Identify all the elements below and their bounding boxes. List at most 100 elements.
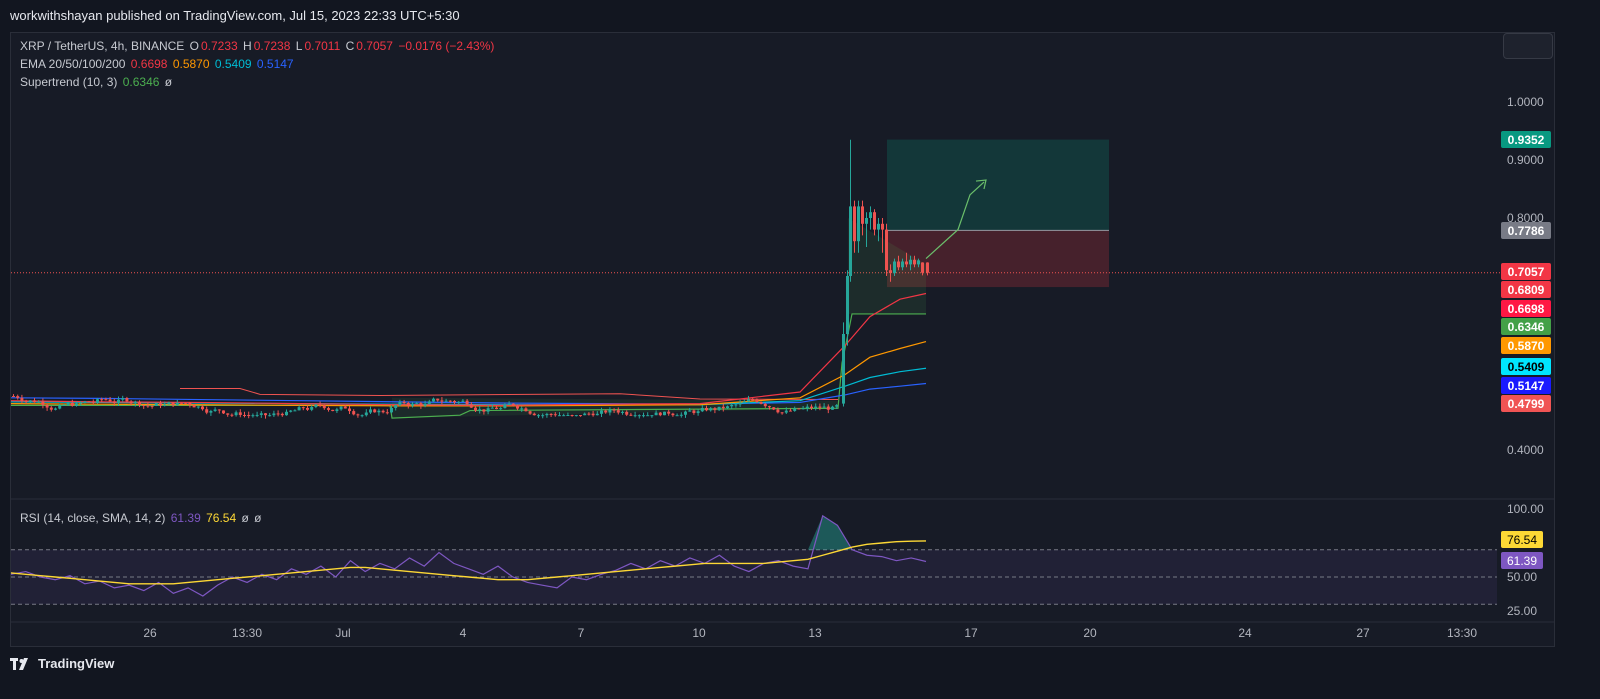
candle-up: [79, 402, 83, 404]
chart-settings-button[interactable]: [1503, 33, 1553, 59]
candle-up: [865, 218, 868, 224]
price-badge-label: 0.6809: [1508, 283, 1545, 297]
price-badge-label: 0.5147: [1508, 379, 1545, 393]
candle-down: [818, 406, 822, 408]
candle-down: [318, 404, 322, 406]
candle-up: [583, 413, 587, 416]
rsi-sma-line: [10, 540, 927, 585]
candle-down: [495, 407, 498, 410]
candle-down: [776, 409, 780, 413]
time-tick-label: 27: [1356, 626, 1370, 640]
price-tick-label: 0.4000: [1507, 443, 1544, 457]
candle-down: [705, 407, 708, 411]
rsi-label[interactable]: RSI (14, close, SMA, 14, 2): [20, 511, 166, 525]
supertrend-label[interactable]: Supertrend (10, 3): [20, 75, 118, 89]
candle-up: [849, 206, 852, 276]
candle-down: [772, 407, 776, 410]
candle-up: [562, 415, 566, 417]
supertrend-red-line: [180, 388, 839, 401]
candle-up: [679, 414, 683, 416]
candle-down: [474, 407, 477, 411]
candle-up: [600, 410, 603, 414]
candle-down: [528, 411, 532, 414]
time-tick-label: 26: [143, 626, 157, 640]
rsi-extra-1: ø: [241, 511, 249, 525]
time-tick-label: 4: [460, 626, 467, 640]
time-tick-label: 13:30: [232, 626, 262, 640]
candle-down: [448, 400, 452, 402]
candle-up: [251, 415, 255, 417]
candle-down: [217, 409, 221, 411]
rsi-badge-label: 76.54: [1507, 533, 1537, 547]
candle-down: [12, 396, 15, 398]
candle-down: [276, 413, 280, 415]
candle-down: [108, 399, 112, 402]
candle-down: [180, 402, 183, 404]
candle-down: [70, 402, 74, 406]
candle-down: [826, 406, 830, 410]
rsi-extra-2: ø: [254, 511, 262, 525]
candle-down: [810, 406, 813, 408]
symbol-title[interactable]: XRP / TetherUS, 4h, BINANCE: [20, 39, 185, 53]
time-tick-label: Jul: [335, 626, 350, 640]
candle-up: [209, 410, 213, 413]
price-badge-label: 0.9352: [1508, 133, 1545, 147]
candle-up: [663, 411, 666, 416]
ema50-value: 0.5870: [172, 57, 210, 71]
candle-down: [658, 412, 662, 416]
candle-up: [846, 276, 849, 334]
price-badge-label: 0.6346: [1508, 320, 1545, 334]
candle-down: [861, 206, 864, 224]
candle-down: [440, 400, 444, 402]
ohlc-high-label: H: [243, 39, 252, 53]
candle-up: [293, 410, 297, 412]
candle-down: [616, 410, 620, 413]
candle-down: [159, 403, 162, 406]
candle-down: [41, 401, 45, 405]
candle-down: [306, 407, 309, 410]
candle-down: [853, 206, 856, 242]
candle-up: [415, 403, 419, 405]
candle-down: [511, 403, 515, 406]
rsi-line: [10, 514, 927, 597]
candle-up: [339, 406, 343, 410]
candle-up: [734, 404, 738, 406]
candle-down: [45, 404, 49, 408]
candle-up: [726, 406, 729, 409]
candle-down: [587, 413, 591, 415]
price-badge-bg: [1501, 263, 1551, 280]
candle-down: [129, 401, 133, 404]
price-badge-label: 0.7057: [1508, 265, 1545, 279]
candle-down: [226, 413, 230, 415]
candle-up: [608, 409, 612, 413]
candle-down: [301, 407, 305, 409]
price-badge-bg: [1501, 318, 1551, 335]
candle-up: [503, 404, 507, 409]
candle-up: [646, 415, 650, 417]
ema-label[interactable]: EMA 20/50/100/200: [20, 57, 126, 71]
ema20-value: 0.6698: [130, 57, 168, 71]
candle-up: [747, 399, 750, 402]
candle-down: [469, 404, 473, 408]
candle-down: [759, 402, 763, 404]
candle-up: [857, 206, 860, 242]
supertrend-value: 0.6346: [122, 75, 160, 89]
footer-brand: TradingView: [38, 656, 115, 671]
candle-up: [255, 414, 259, 416]
price-badge-bg: [1501, 131, 1551, 148]
candle-up: [901, 261, 904, 268]
candle-up: [314, 404, 318, 407]
candle-down: [238, 412, 242, 415]
candle-up: [196, 406, 200, 408]
candle-up: [869, 212, 872, 218]
candle-down: [881, 223, 884, 230]
candle-up: [545, 414, 549, 416]
candle-down: [797, 408, 801, 410]
candle-up: [717, 406, 721, 410]
chart-frame[interactable]: [10, 32, 1555, 647]
candle-up: [633, 415, 637, 417]
candle-down: [150, 405, 154, 407]
candle-down: [188, 402, 192, 405]
tradingview-logo-icon: [10, 657, 28, 670]
